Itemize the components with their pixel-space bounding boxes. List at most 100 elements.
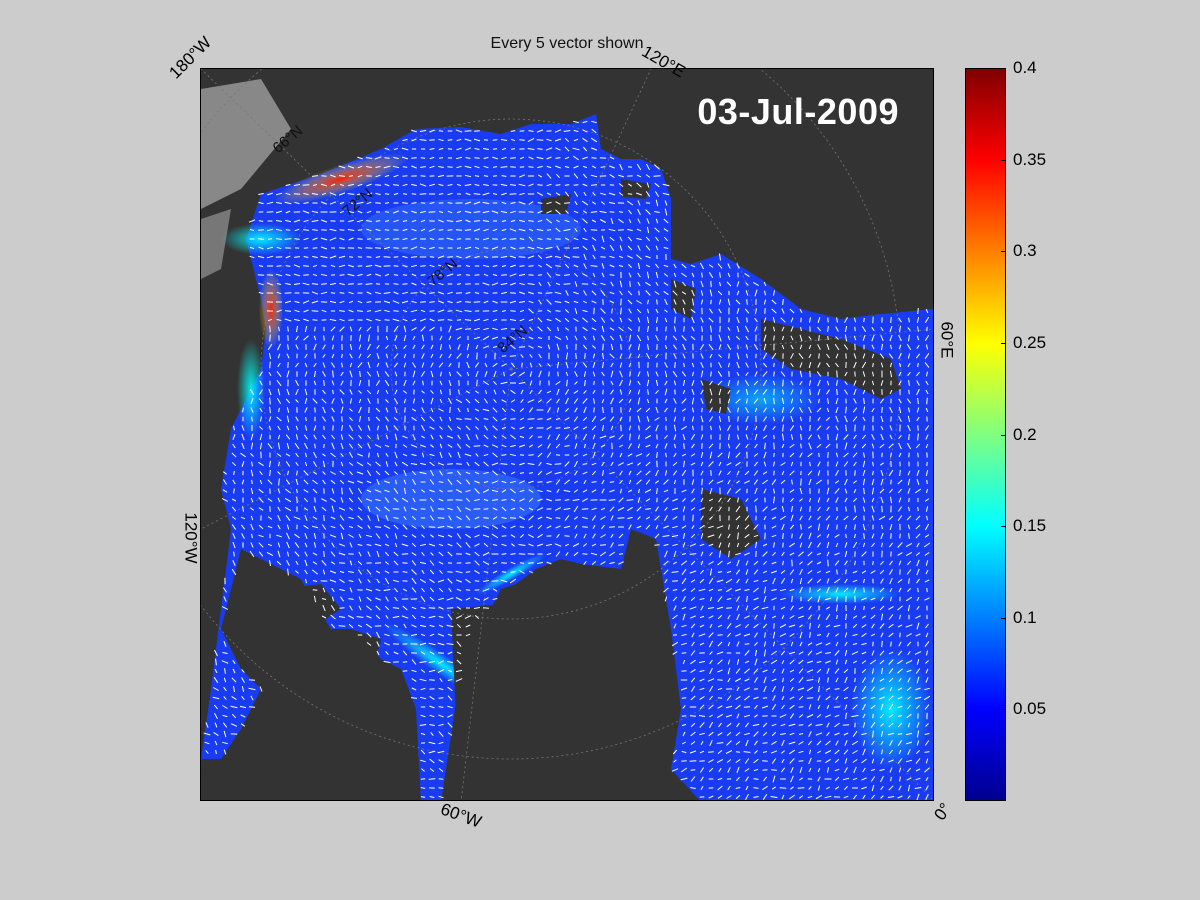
drift-vector [331, 587, 335, 593]
drift-vector [745, 793, 749, 800]
drift-vector [664, 200, 668, 206]
drift-vector [582, 344, 588, 350]
drift-vector [680, 687, 688, 691]
drift-vector [683, 326, 685, 332]
drift-vector [736, 596, 740, 602]
drift-vector [592, 390, 596, 394]
drift-vector [600, 166, 606, 168]
drift-vector [852, 416, 858, 422]
drift-vector [447, 139, 453, 141]
drift-vector [267, 479, 273, 485]
drift-vector [348, 291, 354, 295]
drift-vector [448, 363, 452, 367]
drift-vector [305, 452, 307, 458]
drift-vector [861, 677, 867, 683]
drift-vector [609, 173, 615, 179]
drift-vector [284, 497, 292, 503]
drift-vector [908, 506, 910, 512]
drift-vector [242, 488, 244, 494]
drift-vector [834, 534, 840, 538]
drift-vector [269, 406, 271, 414]
drift-vector [727, 298, 731, 306]
drift-vector [881, 640, 883, 648]
drift-vector [420, 175, 426, 177]
drift-vector [376, 425, 380, 431]
drift-vector [278, 326, 280, 332]
drift-vector [304, 533, 308, 539]
drift-vector [267, 525, 273, 529]
drift-vector [402, 138, 408, 142]
drift-vector [421, 551, 425, 557]
drift-vector [799, 641, 803, 647]
drift-vector [429, 156, 435, 160]
drift-vector [573, 390, 579, 394]
drift-vector [699, 624, 705, 628]
drift-vector [592, 434, 596, 440]
drift-vector [483, 345, 489, 349]
drift-vector [646, 398, 650, 404]
drift-vector [377, 434, 379, 440]
drift-vector [781, 308, 785, 314]
drift-vector [474, 362, 480, 368]
drift-vector [422, 380, 424, 386]
drift-vector [888, 651, 894, 655]
drift-vector [231, 461, 237, 467]
drift-vector [410, 292, 418, 294]
drift-vector [502, 390, 506, 394]
drift-vector [628, 318, 632, 322]
drift-vector [421, 435, 425, 439]
drift-vector [870, 633, 876, 637]
drift-vector [537, 345, 543, 349]
drift-vector [465, 444, 471, 448]
drift-vector [393, 256, 399, 258]
drift-vector [681, 272, 687, 278]
drift-vector [528, 489, 534, 493]
drift-vector [383, 660, 391, 664]
drift-vector [871, 407, 875, 413]
drift-vector [518, 381, 526, 385]
drift-vector [789, 732, 795, 736]
drift-vector [754, 371, 758, 377]
drift-vector [260, 416, 262, 422]
drift-vector [800, 524, 802, 530]
drift-vector [762, 697, 768, 699]
drift-vector [897, 515, 903, 521]
drift-vector [501, 407, 507, 413]
drift-vector [566, 379, 568, 387]
drift-vector [870, 697, 876, 699]
drift-vector [465, 507, 471, 511]
drift-vector [393, 325, 399, 333]
drift-vector [905, 551, 913, 557]
drift-vector [762, 623, 768, 629]
drift-vector [420, 778, 426, 780]
drift-vector [824, 750, 832, 754]
drift-vector [510, 282, 516, 286]
drift-vector [474, 246, 480, 250]
drift-vector [916, 470, 920, 476]
drift-vector [789, 669, 795, 673]
drift-vector [582, 173, 588, 179]
drift-vector [348, 571, 354, 573]
drift-vector [916, 542, 920, 548]
drift-vector [303, 202, 309, 204]
drift-vector [879, 650, 885, 656]
drift-vector [609, 481, 615, 483]
drift-vector [483, 255, 489, 259]
drift-vector [853, 443, 857, 449]
drift-vector [501, 147, 507, 151]
drift-vector [483, 444, 489, 448]
drift-vector [269, 560, 271, 566]
drift-vector [628, 218, 632, 224]
drift-vector [862, 353, 866, 359]
drift-vector [844, 325, 848, 333]
drift-vector [456, 138, 462, 142]
drift-vector [610, 452, 614, 458]
drift-vector [753, 787, 759, 789]
drift-vector [717, 589, 723, 591]
drift-vector [510, 344, 516, 350]
drift-vector [420, 219, 426, 223]
drift-vector [754, 407, 758, 413]
drift-vector [647, 299, 649, 305]
drift-vector [591, 345, 597, 349]
drift-vector [419, 724, 427, 726]
